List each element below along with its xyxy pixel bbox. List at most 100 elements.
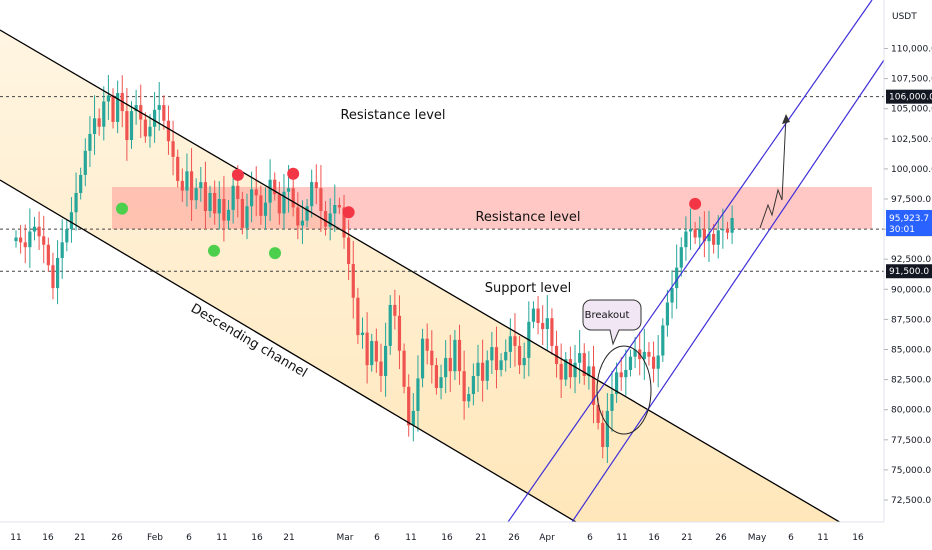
candle: [619, 357, 623, 391]
candle: [37, 211, 41, 250]
candle: [171, 120, 175, 176]
candle: [60, 219, 64, 279]
candle: [291, 178, 295, 217]
x-tick-label: 11: [616, 533, 627, 543]
candle: [481, 339, 485, 402]
candle: [74, 172, 78, 231]
candle: [310, 169, 314, 218]
candle: [55, 240, 60, 305]
candle: [337, 197, 341, 214]
candle: [499, 353, 503, 377]
candle: [273, 172, 277, 201]
x-tick-label: 26: [111, 533, 123, 543]
channel-lower-line[interactable]: [0, 179, 577, 522]
candle: [208, 185, 212, 218]
candle: [153, 92, 157, 143]
candle: [633, 336, 637, 368]
channel-upper-line[interactable]: [0, 29, 884, 548]
x-tick-label: 16: [852, 533, 864, 543]
candle: [83, 138, 87, 187]
candle: [554, 330, 559, 378]
candle: [148, 114, 152, 148]
price-level-tag: 91,500.0: [886, 264, 932, 279]
x-tick-label: 11: [405, 533, 416, 543]
x-tick-label: 21: [681, 533, 692, 543]
candle: [102, 86, 106, 141]
y-tick-label: 87,500.0: [891, 315, 931, 325]
candle: [670, 270, 674, 319]
time-axis-bg: [0, 522, 884, 550]
candle: [610, 370, 614, 432]
candle: [517, 336, 522, 375]
candle: [490, 331, 494, 374]
x-tick-label: 6: [587, 533, 593, 543]
candle: [92, 95, 97, 155]
candle: [439, 364, 443, 400]
candle: [319, 165, 323, 232]
candle: [624, 349, 628, 396]
candle: [328, 198, 332, 241]
candle: [647, 342, 651, 366]
candle: [476, 344, 480, 393]
channel-fill: [0, 30, 884, 522]
y-tick-label: 72,500.0: [891, 496, 931, 506]
resistance-label-top: Resistance level: [340, 108, 445, 123]
projection-arrowhead: [782, 114, 790, 124]
x-tick-label: 21: [74, 533, 85, 543]
x-tick-label: 11: [817, 533, 828, 543]
candle: [582, 343, 586, 385]
rising-channel-lower-line[interactable]: [571, 59, 884, 522]
candle: [721, 208, 725, 249]
candle: [434, 357, 439, 395]
candle: [573, 344, 577, 394]
candle: [111, 88, 115, 129]
candle: [143, 112, 147, 143]
candle: [393, 289, 397, 330]
candle: [568, 346, 572, 389]
candle: [688, 208, 693, 250]
candle: [263, 187, 268, 230]
candle: [665, 290, 670, 337]
y-tick-label: 90,000.0: [891, 285, 931, 295]
candle: [564, 351, 568, 387]
candle: [541, 305, 545, 346]
candle: [180, 168, 184, 202]
candle: [185, 153, 189, 207]
candle: [277, 181, 281, 225]
candle: [42, 215, 46, 264]
candle: [712, 224, 716, 254]
candle: [448, 334, 452, 392]
candle: [684, 216, 688, 261]
candle: [365, 312, 369, 384]
svg-text:106,000.0: 106,000.0: [889, 93, 932, 103]
x-tick-label: 16: [251, 533, 263, 543]
resistance-label-zone: Resistance level: [475, 210, 580, 225]
candle: [531, 301, 536, 329]
candle: [226, 199, 231, 230]
time-axis[interactable]: 11 16 21 26 Feb 6 11 16 21 Mar 6 11 16 21 26 Apr 6 11 16 21…: [10, 533, 864, 543]
x-tick-label: Apr: [539, 533, 555, 543]
candle: [14, 230, 18, 248]
candle: [28, 208, 32, 268]
candle: [444, 340, 448, 394]
candle: [254, 166, 258, 217]
red-marker: [287, 167, 300, 180]
green-marker: [116, 202, 128, 215]
candle: [374, 328, 378, 373]
candle: [69, 197, 74, 243]
breakout-callout: [582, 299, 642, 346]
candle: [411, 393, 415, 442]
candle: [536, 296, 540, 335]
candle: [628, 349, 633, 377]
rising-channel-upper-line[interactable]: [507, 0, 873, 522]
candle: [240, 191, 244, 235]
breakout-ellipse: [596, 345, 652, 435]
x-tick-label: 26: [715, 533, 727, 543]
candle: [217, 181, 221, 230]
x-tick-label: 21: [283, 533, 294, 543]
candle: [462, 350, 466, 420]
y-tick-label: 75,000.0: [891, 466, 931, 476]
candle: [199, 166, 203, 202]
candle: [166, 105, 171, 155]
